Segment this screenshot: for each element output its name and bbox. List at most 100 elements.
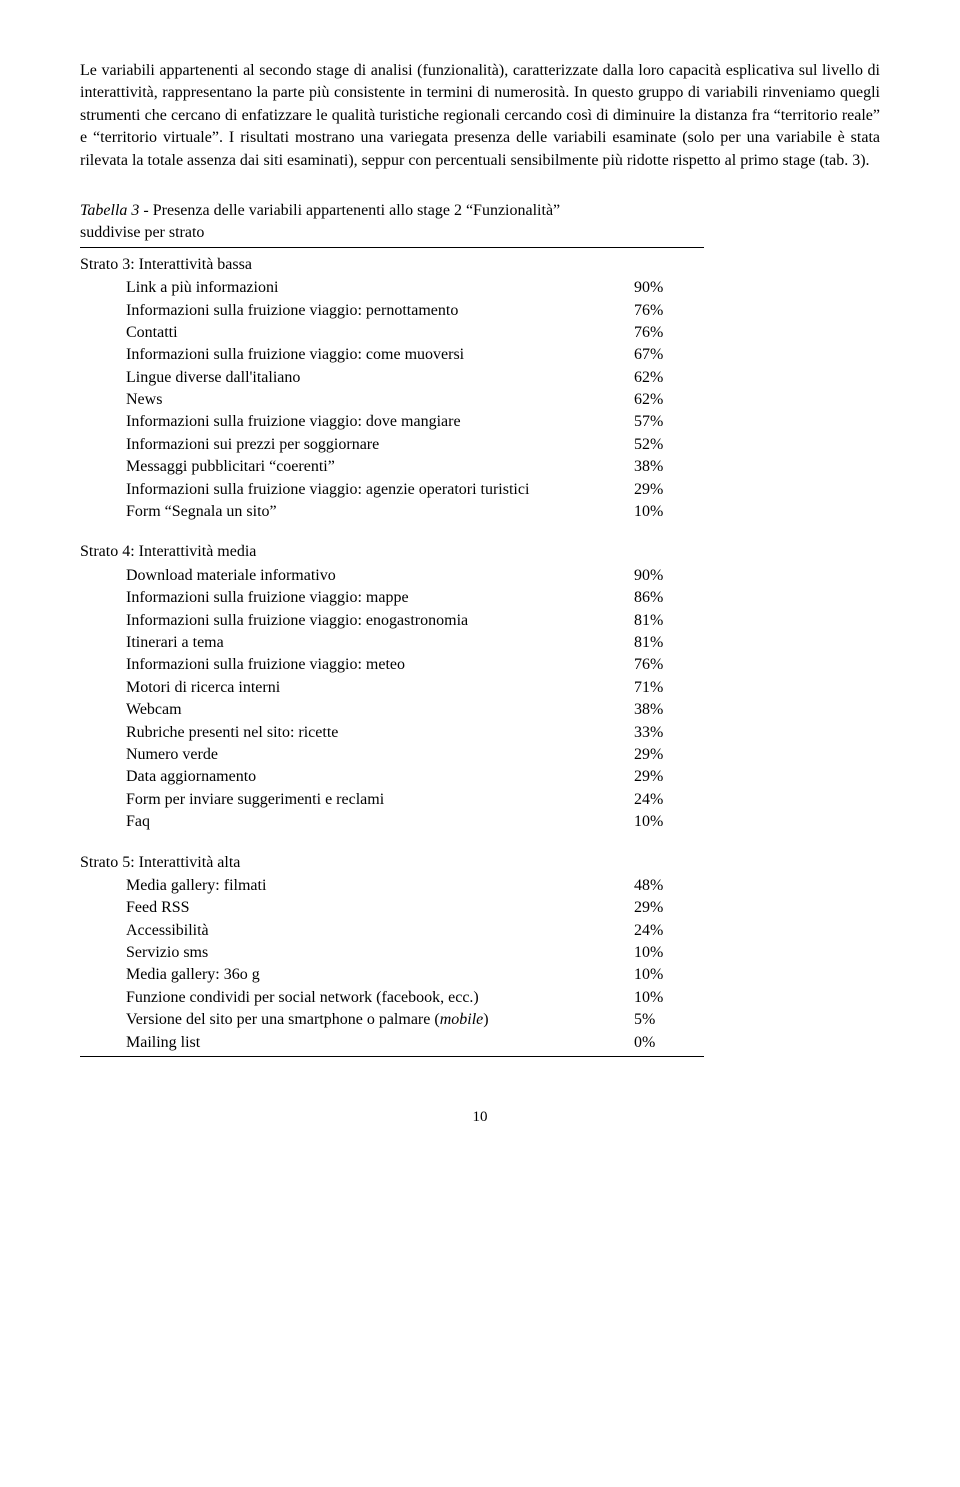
table-row: Informazioni sulla fruizione viaggio: en… [80, 610, 704, 632]
table-row: Motori di ricerca interni71% [80, 677, 704, 699]
table-row: Rubriche presenti nel sito: ricette33% [80, 722, 704, 744]
stratum-block: Strato 5: Interattività altaMedia galler… [80, 852, 880, 1058]
row-percent: 24% [634, 789, 704, 811]
row-percent: 76% [634, 654, 704, 676]
row-label: Informazioni sulla fruizione viaggio: ma… [80, 587, 634, 609]
row-percent: 33% [634, 722, 704, 744]
row-percent: 76% [634, 300, 704, 322]
row-label: Form per inviare suggerimenti e reclami [80, 789, 634, 811]
row-percent: 29% [634, 744, 704, 766]
row-percent: 10% [634, 964, 704, 986]
table-row: Servizio sms10% [80, 942, 704, 964]
row-label: Versione del sito per una smartphone o p… [80, 1009, 634, 1031]
row-percent: 86% [634, 587, 704, 609]
row-label: Contatti [80, 322, 634, 344]
row-label: Messaggi pubblicitari “coerenti” [80, 456, 634, 478]
table-row: Informazioni sui prezzi per soggiornare5… [80, 434, 704, 456]
table-row: Feed RSS29% [80, 897, 704, 919]
table-row: Link a più informazioni90% [80, 277, 704, 299]
row-label: Link a più informazioni [80, 277, 634, 299]
row-percent: 29% [634, 479, 704, 501]
row-percent: 76% [634, 322, 704, 344]
row-label: Informazioni sulla fruizione viaggio: do… [80, 411, 634, 433]
table-row: Informazioni sulla fruizione viaggio: me… [80, 654, 704, 676]
row-label: Data aggiornamento [80, 766, 634, 788]
table-row: Versione del sito per una smartphone o p… [80, 1009, 704, 1031]
row-percent: 5% [634, 1009, 704, 1031]
row-percent: 10% [634, 987, 704, 1009]
row-label: Feed RSS [80, 897, 634, 919]
row-percent: 81% [634, 632, 704, 654]
stratum-heading: Strato 4: Interattività media [80, 541, 880, 563]
row-label: Informazioni sui prezzi per soggiornare [80, 434, 634, 456]
row-label: Motori di ricerca interni [80, 677, 634, 699]
table-row: Form per inviare suggerimenti e reclami2… [80, 789, 704, 811]
table-row: Numero verde29% [80, 744, 704, 766]
row-percent: 62% [634, 367, 704, 389]
row-percent: 52% [634, 434, 704, 456]
row-percent: 29% [634, 766, 704, 788]
row-percent: 29% [634, 897, 704, 919]
stratum-heading: Strato 5: Interattività alta [80, 852, 880, 874]
row-label: Numero verde [80, 744, 634, 766]
row-label: Itinerari a tema [80, 632, 634, 654]
row-label: Media gallery: filmati [80, 875, 634, 897]
row-label: Informazioni sulla fruizione viaggio: pe… [80, 300, 634, 322]
row-label: Informazioni sulla fruizione viaggio: co… [80, 344, 634, 366]
table-title-prefix: Tabella 3 [80, 202, 139, 219]
row-label: Lingue diverse dall'italiano [80, 367, 634, 389]
table-row: Informazioni sulla fruizione viaggio: co… [80, 344, 704, 366]
table-row: News62% [80, 389, 704, 411]
table-title: Tabella 3 - Presenza delle variabili app… [80, 200, 880, 222]
stratum-heading: Strato 3: Interattività bassa [80, 254, 880, 276]
stratum-block: Strato 3: Interattività bassaLink a più … [80, 254, 880, 524]
row-label: Webcam [80, 699, 634, 721]
row-percent: 10% [634, 501, 704, 523]
row-label: Servizio sms [80, 942, 634, 964]
row-percent: 38% [634, 699, 704, 721]
intro-paragraph: Le variabili appartenenti al secondo sta… [80, 60, 880, 172]
table-row: Funzione condividi per social network (f… [80, 987, 704, 1009]
row-label: Accessibilità [80, 920, 634, 942]
table-row: Webcam38% [80, 699, 704, 721]
row-percent: 67% [634, 344, 704, 366]
table-subtitle: suddivise per strato [80, 222, 704, 247]
row-percent: 62% [634, 389, 704, 411]
table-row: Informazioni sulla fruizione viaggio: do… [80, 411, 704, 433]
row-percent: 10% [634, 942, 704, 964]
row-label: Form “Segnala un sito” [80, 501, 634, 523]
row-label: News [80, 389, 634, 411]
row-percent: 24% [634, 920, 704, 942]
table-row: Faq10% [80, 811, 704, 833]
row-percent: 57% [634, 411, 704, 433]
row-percent: 10% [634, 811, 704, 833]
row-label: Informazioni sulla fruizione viaggio: me… [80, 654, 634, 676]
stratum-block: Strato 4: Interattività mediaDownload ma… [80, 541, 880, 833]
table-row: Contatti76% [80, 322, 704, 344]
table-row: Media gallery: 36o g10% [80, 964, 704, 986]
table-row: Form “Segnala un sito”10% [80, 501, 704, 523]
table-row: Media gallery: filmati48% [80, 875, 704, 897]
table-row: Informazioni sulla fruizione viaggio: ag… [80, 479, 704, 501]
row-label: Informazioni sulla fruizione viaggio: ag… [80, 479, 634, 501]
table-row: Lingue diverse dall'italiano62% [80, 367, 704, 389]
row-label: Rubriche presenti nel sito: ricette [80, 722, 634, 744]
table-row: Mailing list0% [80, 1032, 704, 1057]
table-row: Informazioni sulla fruizione viaggio: ma… [80, 587, 704, 609]
row-label: Funzione condividi per social network (f… [80, 987, 634, 1009]
row-percent: 90% [634, 565, 704, 587]
table-row: Informazioni sulla fruizione viaggio: pe… [80, 300, 704, 322]
row-percent: 90% [634, 277, 704, 299]
row-percent: 38% [634, 456, 704, 478]
table-row: Itinerari a tema81% [80, 632, 704, 654]
page-number: 10 [80, 1107, 880, 1128]
table-row: Accessibilità24% [80, 920, 704, 942]
row-percent: 48% [634, 875, 704, 897]
row-percent: 81% [634, 610, 704, 632]
row-label: Mailing list [80, 1032, 634, 1054]
row-label: Informazioni sulla fruizione viaggio: en… [80, 610, 634, 632]
row-label: Download materiale informativo [80, 565, 634, 587]
row-label: Faq [80, 811, 634, 833]
table-row: Data aggiornamento29% [80, 766, 704, 788]
table-title-rest: - Presenza delle variabili appartenenti … [139, 202, 560, 219]
